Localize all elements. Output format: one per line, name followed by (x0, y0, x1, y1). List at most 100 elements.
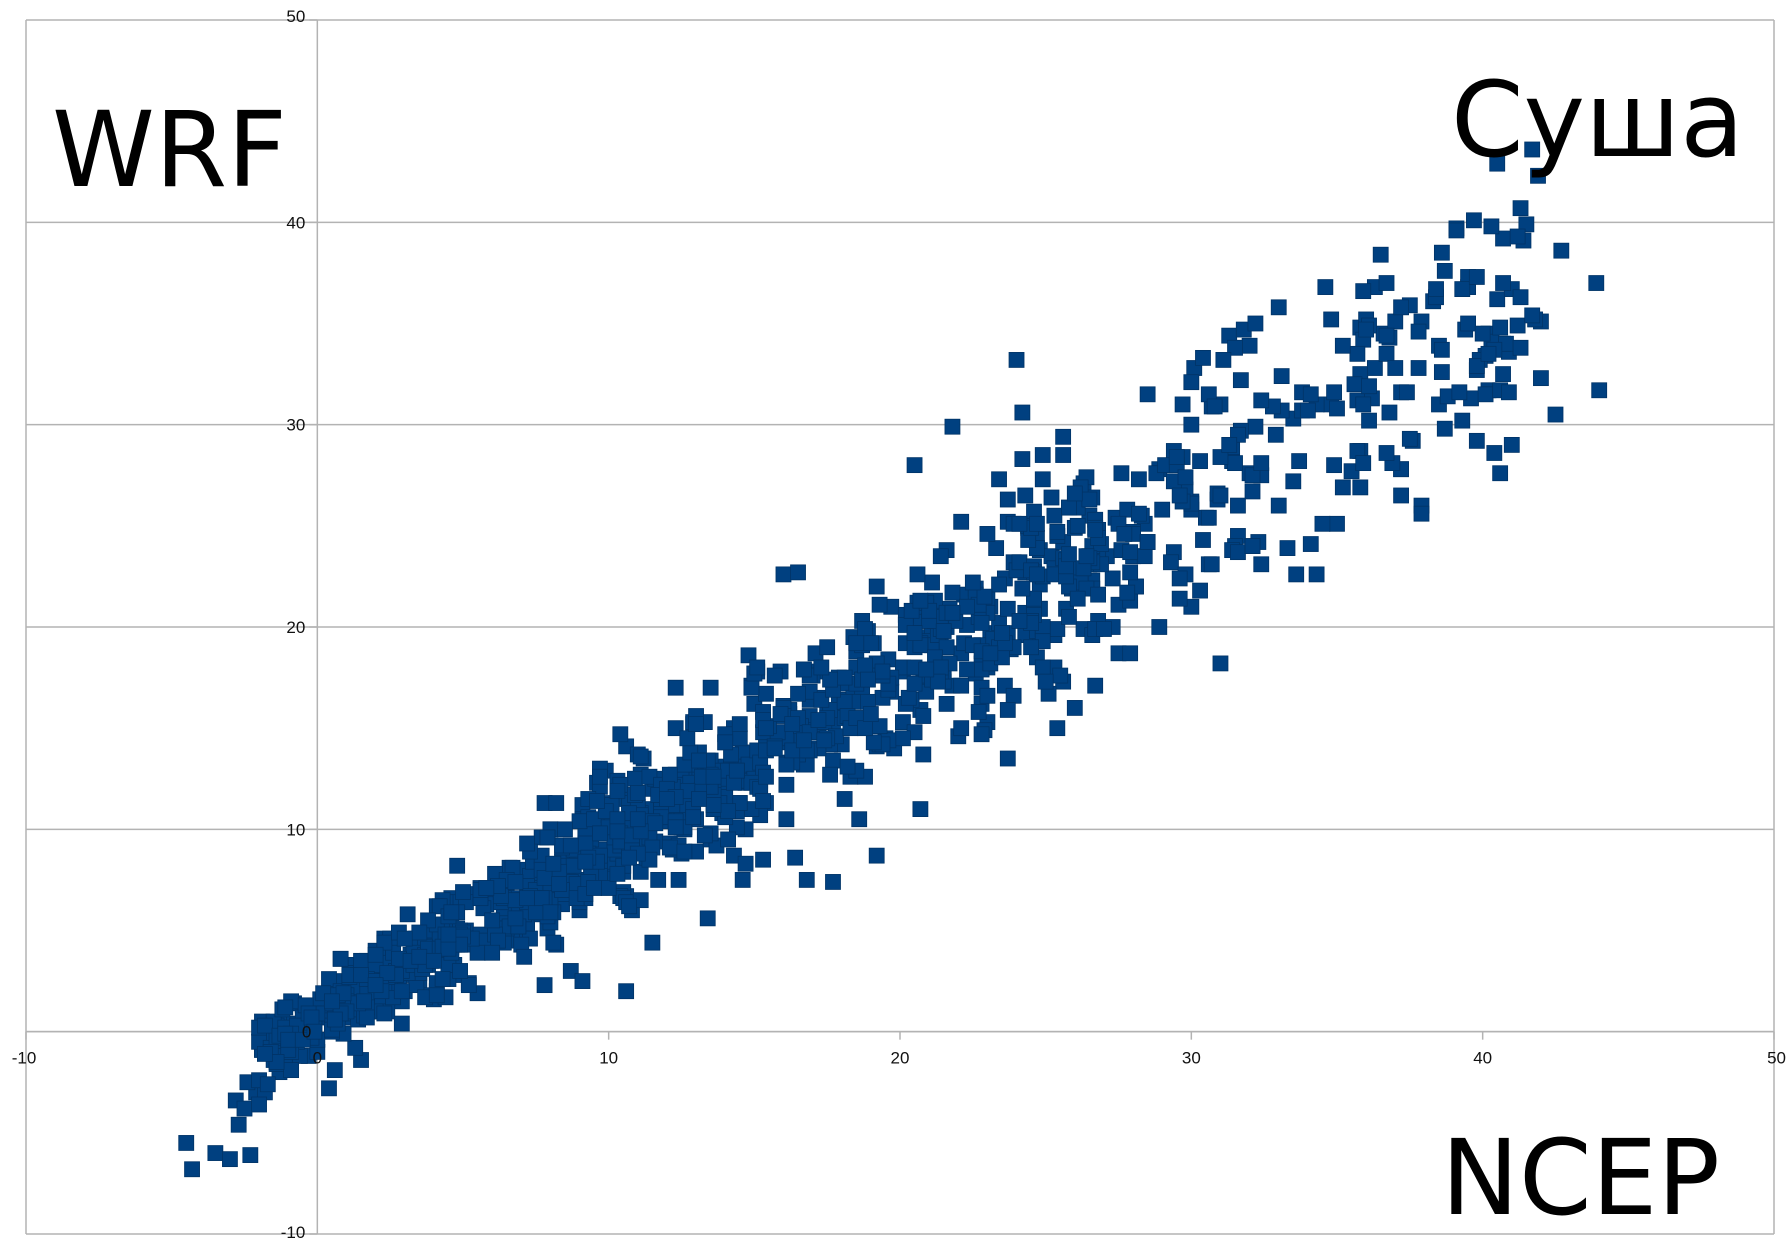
data-point (959, 598, 975, 615)
data-point (1151, 619, 1168, 635)
data-point (778, 776, 795, 793)
data-point (1454, 281, 1471, 298)
data-point (222, 1151, 238, 1168)
data-point (280, 1031, 297, 1048)
data-point (918, 661, 935, 678)
data-point (1061, 608, 1077, 625)
data-point (702, 679, 719, 696)
data-point (1433, 364, 1450, 380)
data-point (478, 880, 495, 896)
data-point (1378, 327, 1395, 344)
data-point (857, 720, 873, 737)
data-point (959, 661, 975, 678)
data-point (1174, 396, 1191, 413)
data-point (935, 623, 952, 639)
data-point (795, 661, 812, 678)
data-point (999, 600, 1016, 617)
data-point (1253, 392, 1270, 409)
data-point (1253, 455, 1270, 472)
data-point (1503, 436, 1520, 453)
data-point (1477, 386, 1494, 403)
data-point (778, 811, 795, 828)
data-point (484, 912, 501, 929)
data-point (1034, 471, 1051, 488)
data-point (1524, 307, 1541, 324)
data-point (1372, 246, 1389, 263)
data-point (865, 734, 882, 751)
data-point (629, 811, 646, 828)
data-points (178, 141, 1608, 1178)
data-point (1130, 505, 1147, 522)
data-point (592, 768, 608, 785)
data-point (1069, 590, 1086, 607)
data-point (571, 813, 588, 830)
data-point (259, 1076, 276, 1093)
data-point (1087, 521, 1104, 538)
data-point (932, 659, 949, 676)
data-point (1492, 319, 1509, 336)
data-point (900, 689, 917, 706)
data-point (685, 809, 702, 826)
data-point (659, 791, 675, 807)
data-point (455, 884, 471, 900)
data-point (1509, 317, 1526, 334)
data-point (484, 944, 501, 961)
data-point (1468, 269, 1485, 285)
data-point (1349, 345, 1366, 362)
data-point (1352, 479, 1369, 496)
data-point (1334, 337, 1351, 354)
data-point (1355, 455, 1372, 472)
data-point (895, 714, 911, 730)
data-point (1495, 366, 1511, 382)
tick-labels: -10 0 10 20 30 40 50 -10 0 10 20 30 40 50 (12, 7, 1786, 1242)
data-point (1034, 659, 1051, 676)
data-point (862, 706, 879, 722)
data-point (938, 639, 955, 656)
data-point (1361, 412, 1377, 429)
y-tick-label: -10 (281, 1223, 306, 1242)
data-point (1171, 590, 1188, 607)
data-point (609, 823, 626, 840)
data-point (184, 1161, 200, 1178)
data-point (906, 675, 923, 692)
data-point (1460, 315, 1476, 332)
data-point (758, 720, 774, 737)
data-point (1005, 687, 1022, 704)
data-point (1433, 244, 1450, 261)
data-point (1163, 554, 1179, 571)
data-point (609, 865, 626, 882)
data-point (545, 934, 562, 951)
data-point (1023, 639, 1039, 656)
data-point (1061, 546, 1077, 563)
data-point (589, 793, 605, 809)
data-point (542, 904, 559, 921)
x-axis-label: NCEP (1441, 1117, 1720, 1239)
data-point (1139, 534, 1156, 550)
data-point (1433, 341, 1450, 358)
y-tick-label: 0 (302, 1023, 311, 1042)
data-point (1026, 590, 1042, 607)
data-point (326, 1011, 343, 1028)
data-point (1230, 497, 1246, 514)
data-point (731, 730, 748, 747)
data-point (1119, 584, 1136, 601)
data-point (440, 926, 457, 943)
data-point (720, 831, 737, 848)
data-point (420, 912, 436, 929)
data-point (1393, 487, 1409, 504)
y-tick-label: 40 (286, 213, 305, 232)
data-point (1492, 465, 1509, 482)
data-point (251, 1096, 267, 1113)
data-point (1177, 469, 1194, 486)
data-point (1104, 570, 1121, 587)
data-point (1378, 345, 1395, 362)
data-point (1270, 299, 1287, 316)
data-point (906, 625, 923, 641)
data-point (1066, 485, 1083, 502)
data-point (979, 526, 996, 542)
data-point (1468, 358, 1485, 374)
data-point (667, 679, 684, 696)
data-point (230, 1116, 247, 1133)
data-point (1192, 582, 1208, 599)
